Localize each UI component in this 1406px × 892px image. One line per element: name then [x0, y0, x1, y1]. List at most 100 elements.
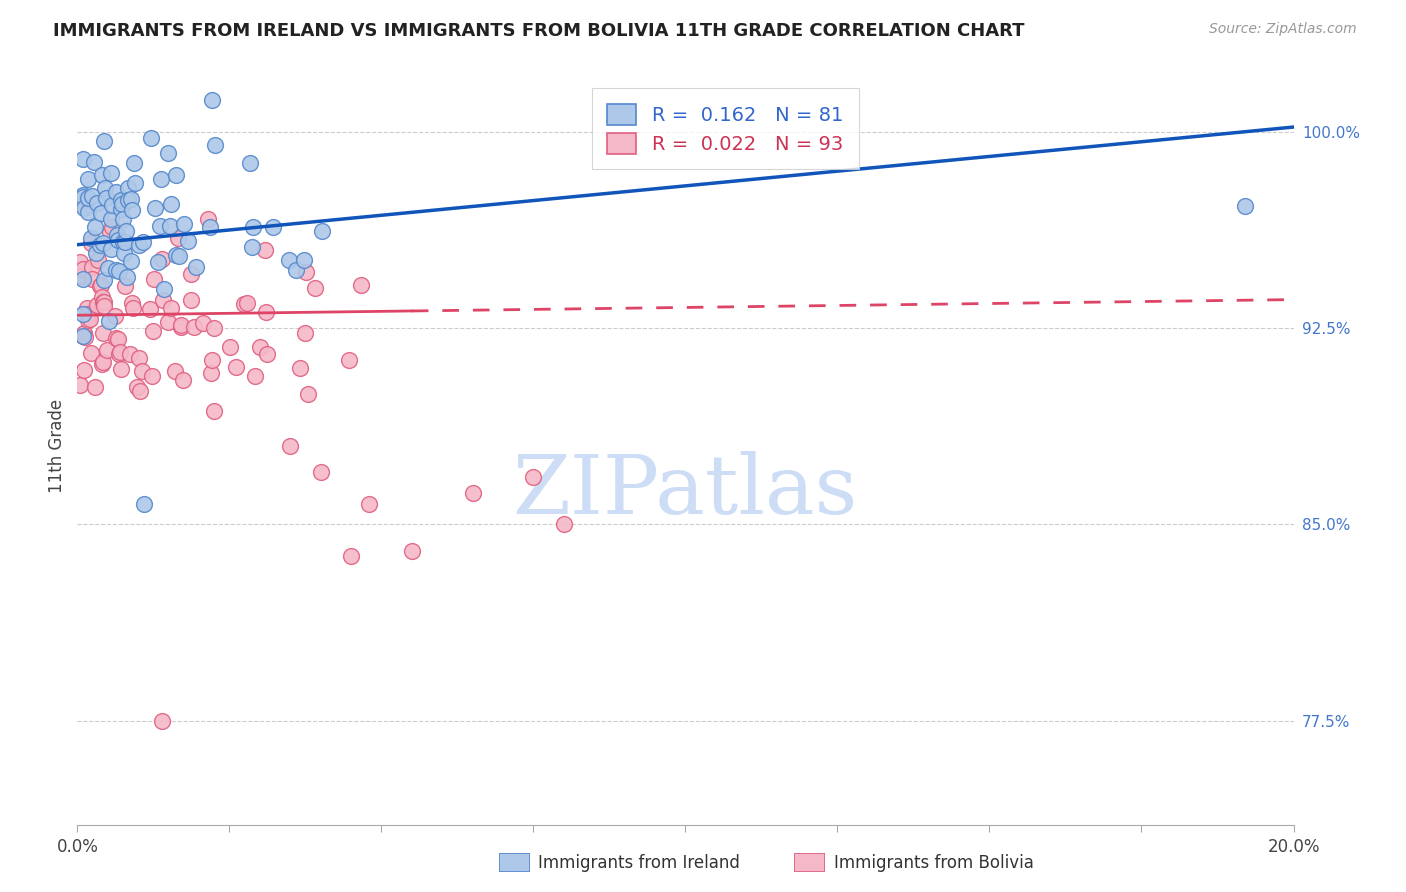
Point: [131, 364, 153, 378]
Point: [101, 198, 124, 212]
Point: [122, 301, 145, 316]
Point: [73, 363, 96, 377]
Point: [150, 252, 173, 266]
Point: [278, 253, 301, 268]
Point: [97, 260, 120, 275]
Point: [93, 235, 115, 250]
Point: [153, 282, 176, 296]
Point: [197, 212, 219, 227]
Point: [156, 145, 179, 160]
Point: [84, 380, 107, 394]
Point: [128, 351, 150, 366]
Point: [204, 137, 226, 152]
Point: [72, 329, 94, 343]
Point: [105, 228, 128, 243]
Point: [112, 235, 135, 249]
Point: [69, 196, 91, 211]
Point: [359, 496, 381, 510]
Point: [73, 326, 96, 340]
Point: [183, 319, 205, 334]
Point: [118, 347, 141, 361]
Point: [262, 219, 284, 234]
Point: [304, 281, 326, 295]
Point: [152, 293, 174, 307]
Point: [165, 168, 187, 182]
Point: [201, 352, 224, 367]
Y-axis label: 11th Grade: 11th Grade: [48, 399, 66, 493]
Point: [86, 246, 108, 260]
Point: [309, 465, 332, 479]
Point: [160, 301, 183, 315]
Point: [80, 236, 103, 251]
Point: [143, 272, 166, 286]
Point: [69, 269, 91, 284]
Point: [122, 155, 145, 169]
Point: [114, 279, 136, 293]
Point: [350, 278, 373, 293]
Point: [167, 249, 190, 263]
Point: [285, 263, 308, 277]
Point: [290, 361, 312, 376]
Point: [522, 470, 544, 484]
Point: [204, 321, 226, 335]
Point: [72, 152, 94, 166]
Point: [98, 314, 121, 328]
Point: [79, 311, 101, 326]
Point: [243, 369, 266, 384]
Point: [146, 255, 169, 269]
Point: [90, 290, 112, 304]
Point: [129, 384, 152, 399]
Point: [254, 305, 277, 319]
Point: [117, 181, 139, 195]
Point: [117, 193, 139, 207]
Point: [82, 271, 104, 285]
Point: [254, 243, 277, 257]
Point: [86, 196, 108, 211]
Point: [167, 231, 190, 245]
Point: [91, 169, 114, 183]
Point: [69, 377, 91, 392]
Point: [202, 403, 225, 417]
Point: [172, 373, 194, 387]
Point: [120, 253, 142, 268]
Point: [108, 345, 131, 359]
Point: [115, 270, 138, 285]
Point: [94, 191, 117, 205]
Point: [170, 319, 193, 334]
Point: [240, 240, 263, 254]
Point: [242, 219, 264, 234]
Point: [219, 340, 242, 354]
Point: [142, 324, 165, 338]
Point: [72, 190, 94, 204]
Point: [1233, 199, 1256, 213]
Point: [297, 386, 319, 401]
Point: [90, 206, 112, 220]
Point: [134, 496, 156, 510]
Point: [198, 219, 221, 234]
Point: [77, 313, 100, 327]
Point: [160, 197, 183, 211]
Point: [91, 326, 114, 340]
Point: [93, 300, 115, 314]
Point: [180, 267, 202, 281]
Point: [233, 297, 256, 311]
Point: [150, 171, 173, 186]
Point: [553, 517, 575, 532]
Point: [111, 211, 134, 226]
Point: [191, 316, 214, 330]
Point: [98, 225, 121, 239]
Point: [111, 197, 134, 211]
Point: [79, 231, 101, 245]
Point: [104, 310, 127, 324]
Point: [110, 193, 132, 207]
Point: [107, 347, 129, 361]
Point: [83, 220, 105, 235]
Point: [236, 296, 259, 310]
Point: [170, 318, 193, 332]
Point: [72, 307, 94, 321]
Point: [340, 549, 363, 563]
Point: [173, 217, 195, 231]
Point: [120, 192, 142, 206]
Point: [239, 156, 262, 170]
Point: [139, 301, 162, 316]
